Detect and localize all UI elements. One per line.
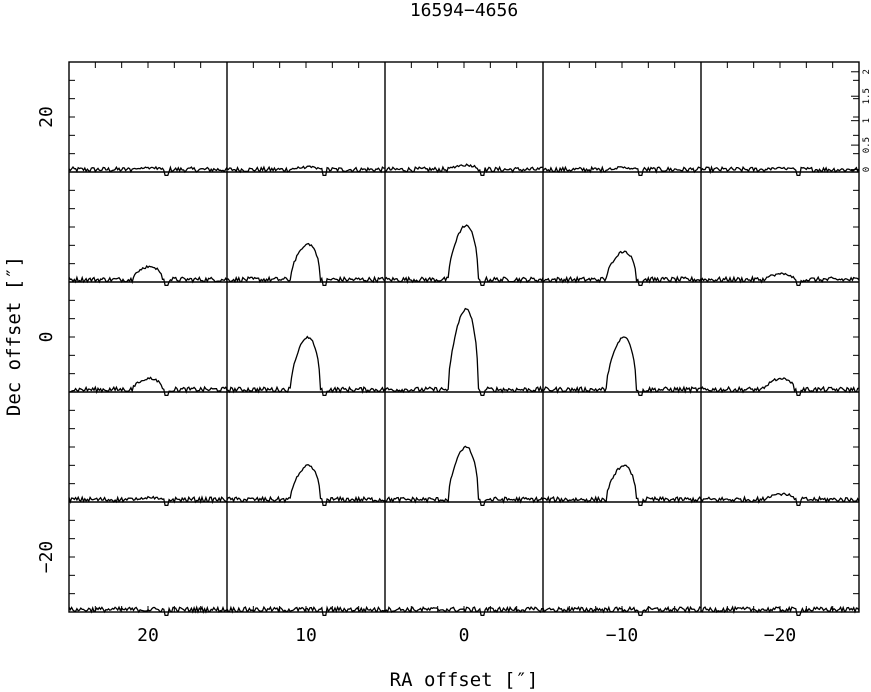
x-tick-label: 10 bbox=[295, 625, 317, 646]
spectra-layer bbox=[68, 163, 860, 617]
spectrum-line bbox=[226, 165, 385, 177]
spectrum-line bbox=[226, 335, 386, 397]
spectrum-line bbox=[542, 165, 702, 177]
tick-labels: 20 10 0 −10 −20 20 0 −20 0 0.5 1 1.5 2 bbox=[36, 69, 871, 646]
intensity-tick-label: 0 bbox=[862, 167, 871, 172]
y-tick-label: 0 bbox=[36, 332, 57, 343]
y-tick-label: 20 bbox=[36, 106, 57, 128]
plot-grid bbox=[68, 61, 860, 613]
x-tick-label: −20 bbox=[764, 625, 797, 646]
spectrum-line bbox=[700, 165, 860, 177]
spectrum-line bbox=[226, 464, 386, 507]
plot-frame bbox=[68, 61, 860, 613]
spectrum-line bbox=[700, 272, 860, 287]
spectrum-line bbox=[542, 464, 702, 507]
spectrum-line bbox=[384, 307, 544, 397]
spectrum-line bbox=[68, 264, 228, 287]
intensity-tick-label: 1.5 bbox=[862, 88, 871, 104]
spectrum-line bbox=[700, 377, 860, 397]
spectrum-line bbox=[68, 495, 228, 507]
tick-marks bbox=[69, 62, 859, 612]
spectrum-line bbox=[542, 336, 702, 397]
spectrum-line bbox=[384, 163, 543, 177]
spectrum-line bbox=[68, 165, 228, 177]
chart-title: 16594−4656 bbox=[410, 0, 518, 21]
x-axis-label: RA offset [″] bbox=[390, 669, 539, 691]
spectrum-line bbox=[542, 250, 702, 287]
spectrum-line bbox=[226, 242, 386, 287]
y-axis-label: Dec offset [″] bbox=[3, 256, 25, 416]
x-tick-label: −10 bbox=[606, 625, 639, 646]
y-tick-label: −20 bbox=[36, 541, 57, 574]
intensity-tick-label: 0.5 bbox=[862, 137, 871, 153]
x-tick-label: 0 bbox=[459, 625, 470, 646]
intensity-tick-label: 1 bbox=[862, 118, 871, 123]
x-tick-label: 20 bbox=[137, 625, 159, 646]
spectrum-line bbox=[68, 376, 228, 397]
intensity-tick-label: 2 bbox=[862, 69, 871, 74]
spectrum-line bbox=[384, 445, 544, 507]
spectrum-line bbox=[700, 492, 860, 507]
spectrum-line bbox=[384, 224, 544, 287]
